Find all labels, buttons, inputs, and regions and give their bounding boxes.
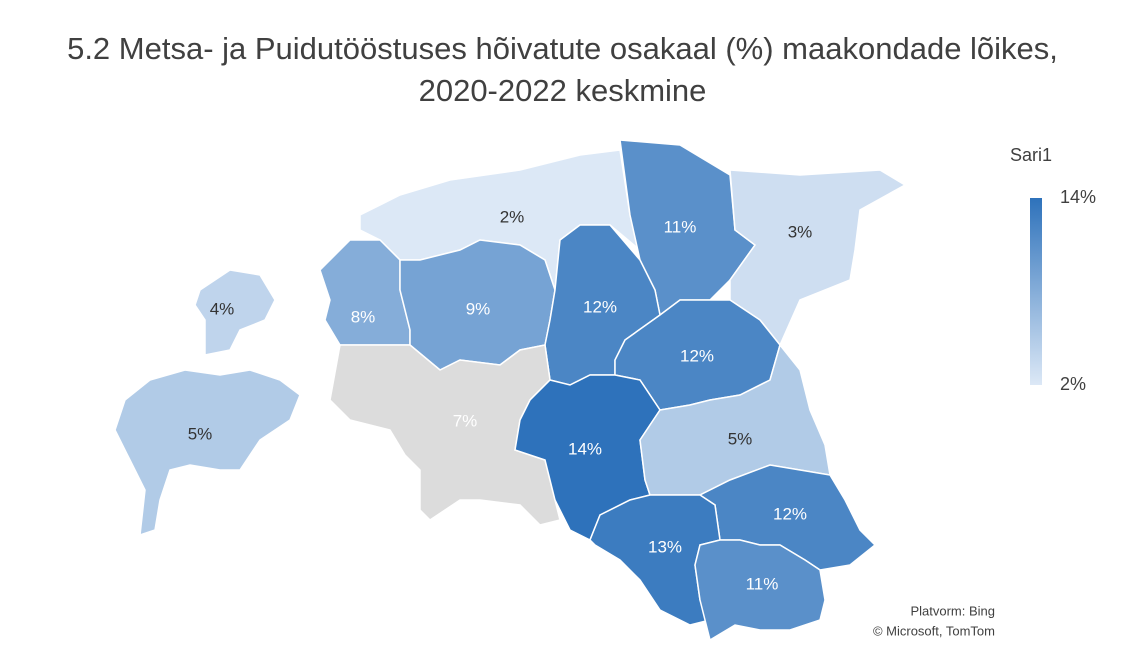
data-label: 13% [648, 537, 682, 556]
data-label: 12% [680, 346, 714, 365]
data-label: 7% [453, 411, 478, 430]
region [729, 169, 907, 347]
data-label: 12% [773, 504, 807, 523]
data-label: 12% [583, 297, 617, 316]
region [194, 269, 276, 356]
data-label: 11% [746, 574, 779, 593]
attribution: Platvorm: Bing [910, 603, 995, 618]
chart-title: 5.2 Metsa- ja Puidutööstuses hõivatute o… [67, 31, 1058, 108]
legend-tick-label: 14% [1060, 187, 1096, 207]
data-label: 5% [728, 429, 753, 448]
data-label: 2% [500, 207, 525, 226]
legend-scale [1030, 198, 1042, 385]
data-label: 4% [210, 299, 235, 318]
attribution: © Microsoft, TomTom [873, 623, 995, 638]
region [694, 539, 826, 642]
data-label: 14% [568, 439, 602, 458]
legend-title: Sari1 [1010, 145, 1052, 165]
legend-tick-label: 2% [1060, 374, 1086, 394]
data-label: 3% [788, 222, 813, 241]
data-label: 5% [188, 424, 213, 443]
region [319, 239, 411, 346]
data-label: 11% [664, 217, 697, 236]
data-label: 9% [466, 299, 491, 318]
data-label: 8% [351, 307, 376, 326]
region [114, 369, 301, 537]
